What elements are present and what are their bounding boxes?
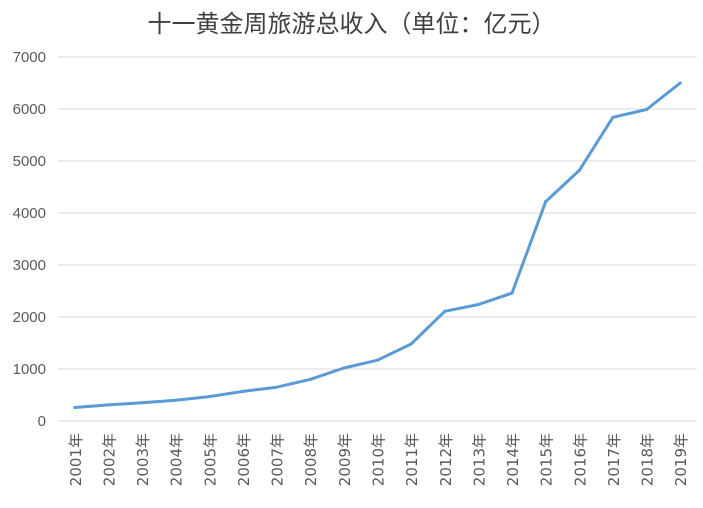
data-point <box>544 200 548 204</box>
x-tick-label: 2003年 <box>134 433 152 486</box>
x-tick-label: 2014年 <box>504 433 522 486</box>
data-point <box>241 389 245 393</box>
data-point <box>577 168 581 172</box>
y-tick-label: 5000 <box>13 153 46 170</box>
data-point <box>376 358 379 362</box>
data-point <box>678 81 682 85</box>
data-point <box>73 405 77 409</box>
x-tick-label: 2015年 <box>538 433 556 486</box>
y-tick-label: 6000 <box>13 101 46 118</box>
data-point <box>140 401 144 405</box>
data-point <box>106 403 110 407</box>
x-tick-label: 2008年 <box>302 433 320 486</box>
data-point <box>409 342 413 346</box>
y-tick-label: 1000 <box>13 361 46 378</box>
y-tick-label: 2000 <box>13 309 46 326</box>
data-point <box>342 366 346 370</box>
x-tick-label: 2011年 <box>403 433 421 486</box>
x-tick-label: 2012年 <box>437 433 455 486</box>
y-tick-label: 3000 <box>13 257 46 274</box>
y-axis-ticks: 0 1000 2000 3000 4000 5000 6000 7000 <box>13 49 46 430</box>
x-tick-label: 2017年 <box>605 433 623 486</box>
data-point <box>476 303 480 307</box>
x-tick-label: 2013年 <box>470 433 488 486</box>
x-tick-label: 2004年 <box>168 433 186 486</box>
x-tick-label: 2007年 <box>269 433 287 486</box>
x-tick-label: 2009年 <box>336 433 354 486</box>
x-tick-label: 2002年 <box>100 433 118 486</box>
data-point <box>443 309 447 313</box>
x-tick-label: 2005年 <box>201 433 219 486</box>
y-tick-label: 0 <box>38 413 46 430</box>
chart-title: 十一黄金周旅游总收入（单位：亿元） <box>147 10 556 38</box>
x-axis-ticks: 2001年 2002年 2003年 2004年 2005年 2006年 2007年 2008年… <box>67 433 690 486</box>
data-point <box>645 108 649 112</box>
x-tick-label: 2010年 <box>370 433 388 486</box>
data-point <box>174 398 178 402</box>
y-tick-label: 4000 <box>13 205 46 222</box>
x-tick-label: 2006年 <box>235 433 253 486</box>
data-point <box>207 395 211 399</box>
data-point <box>510 291 514 295</box>
x-tick-label: 2019年 <box>672 433 690 486</box>
series-layer <box>73 81 682 409</box>
x-tick-label: 2001年 <box>67 433 85 486</box>
gridlines <box>58 56 697 422</box>
data-point <box>308 377 312 381</box>
x-tick-label: 2016年 <box>571 433 589 486</box>
data-point <box>611 115 615 119</box>
y-tick-label: 7000 <box>13 49 46 66</box>
data-point <box>275 385 279 389</box>
x-tick-label: 2018年 <box>639 433 657 486</box>
